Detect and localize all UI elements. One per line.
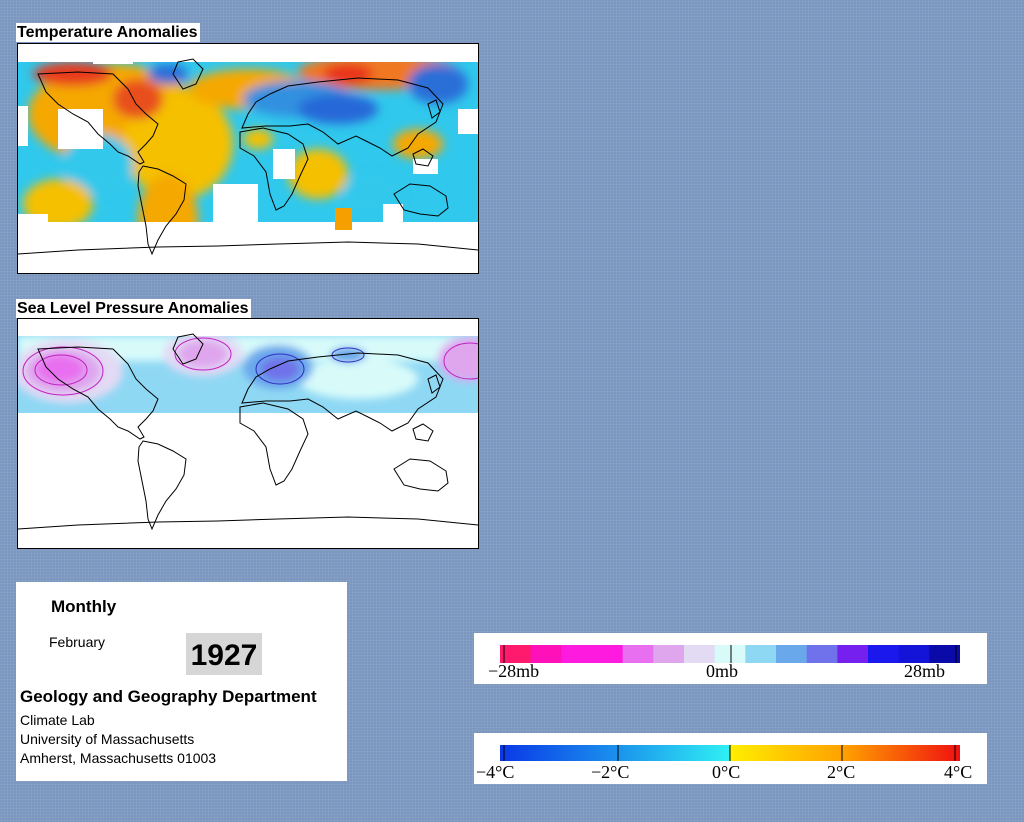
department-label: Geology and Geography Department bbox=[20, 687, 317, 706]
info-panel: Monthly February 1927 Geology and Geogra… bbox=[16, 582, 347, 781]
temperature-legend-label-1: −4°C bbox=[476, 762, 515, 782]
temperature-anomaly-map bbox=[17, 43, 479, 274]
pressure-legend-mid: 0mb bbox=[706, 661, 739, 681]
pressure-bar-segment bbox=[776, 645, 808, 663]
pressure-bar-segment bbox=[530, 645, 562, 663]
pressure-legend: −28mb 0mb 28mb bbox=[474, 633, 987, 684]
pressure-bar-segment bbox=[500, 645, 532, 663]
pressure-bar-segment bbox=[868, 645, 900, 663]
temperature-legend-label-4: 2°C bbox=[827, 762, 856, 782]
pressure-bar-segment bbox=[561, 645, 593, 663]
pressure-bar-segment bbox=[898, 645, 930, 663]
temperature-legend: −4°C −2°C 0°C 2°C 4°C bbox=[474, 733, 987, 784]
temperature-legend-label-3: 0°C bbox=[712, 762, 741, 782]
month-label: February bbox=[49, 634, 106, 650]
sea-level-pressure-anomalies-title: Sea Level Pressure Anomalies bbox=[16, 299, 251, 318]
lab-label: Climate Lab bbox=[20, 712, 95, 728]
address-label: Amherst, Massachusetts 01003 bbox=[20, 750, 217, 766]
pressure-bar-segment bbox=[653, 645, 685, 663]
temperature-color-bar bbox=[500, 745, 960, 761]
frequency-label: Monthly bbox=[51, 597, 117, 616]
temperature-anomalies-title: Temperature Anomalies bbox=[16, 23, 200, 42]
university-label: University of Massachusetts bbox=[20, 731, 195, 747]
pressure-bar-segment bbox=[684, 645, 716, 663]
temperature-map-graphic bbox=[18, 44, 478, 273]
pressure-bar-segment bbox=[714, 645, 746, 663]
pressure-bar-segment bbox=[592, 645, 624, 663]
year-box: 1927 bbox=[186, 633, 262, 675]
pressure-bar-segment bbox=[622, 645, 654, 663]
pressure-bar-segment bbox=[806, 645, 838, 663]
pressure-bar-segment bbox=[837, 645, 869, 663]
year-label: 1927 bbox=[190, 639, 258, 672]
sea-level-pressure-anomaly-map bbox=[17, 318, 479, 549]
pressure-legend-min: −28mb bbox=[488, 661, 540, 681]
pressure-legend-max: 28mb bbox=[904, 661, 946, 681]
temperature-legend-label-5: 4°C bbox=[944, 762, 973, 782]
temperature-legend-label-2: −2°C bbox=[591, 762, 630, 782]
pressure-bar-segment bbox=[745, 645, 777, 663]
pressure-map-graphic bbox=[18, 333, 478, 531]
pressure-color-bar bbox=[500, 645, 960, 663]
pressure-bar-segment bbox=[929, 645, 960, 663]
